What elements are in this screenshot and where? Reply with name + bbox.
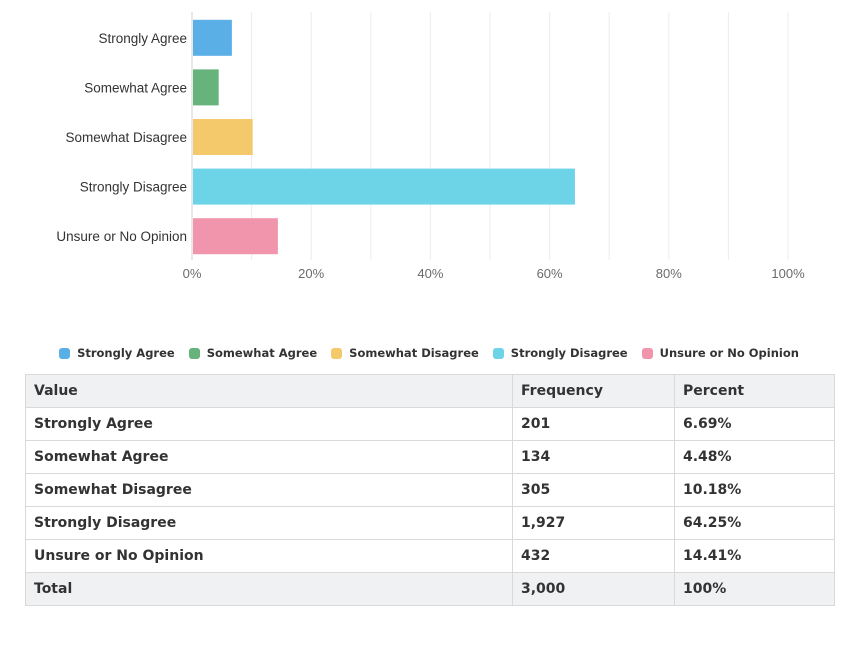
cell-percent: 10.18% [674,473,835,507]
table-row: Somewhat Agree 134 4.48% [25,440,835,474]
legend-item[interactable]: Somewhat Disagree [331,346,479,360]
cell-frequency: 305 [512,473,675,507]
cell-frequency: 432 [512,539,675,573]
legend-swatch [641,347,653,359]
frequency-table: Value Frequency Percent Strongly Agree 2… [25,374,835,606]
cell-value: Strongly Agree [25,407,513,441]
chart-x-tick-labels: 0% 20% 40% 60% 80% 100% [183,266,805,281]
category-label: Somewhat Disagree [65,130,187,145]
chart-gridlines [191,12,789,260]
legend-swatch [331,347,343,359]
table-row: Strongly Disagree 1,927 64.25% [25,506,835,540]
bar [193,19,232,56]
header-percent: Percent [674,374,835,408]
table-total-row: Total 3,000 100% [25,572,835,606]
x-tick-label: 100% [771,266,805,281]
x-tick-label: 40% [417,266,443,281]
x-tick-label: 60% [537,266,563,281]
legend-item[interactable]: Somewhat Agree [188,346,318,360]
legend-swatch [188,347,200,359]
bar [193,69,219,106]
legend-swatch [492,347,504,359]
bar [193,168,575,205]
category-label: Somewhat Agree [84,80,187,95]
x-tick-label: 0% [183,266,202,281]
cell-frequency: 1,927 [512,506,675,540]
cell-value: Somewhat Agree [25,440,513,474]
legend-label: Strongly Disagree [510,346,628,360]
header-value: Value [25,374,513,408]
chart-category-labels: Strongly Agree Somewhat Agree Somewhat Dis… [56,31,187,244]
chart-bars [193,19,575,255]
legend-label: Strongly Agree [77,346,175,360]
total-label: Total [25,572,513,606]
table-row: Unsure or No Opinion 432 14.41% [25,539,835,573]
cell-percent: 4.48% [674,440,835,474]
legend-item[interactable]: Strongly Disagree [492,346,628,360]
total-frequency: 3,000 [512,572,675,606]
category-label: Strongly Disagree [80,180,187,195]
table-row: Strongly Agree 201 6.69% [25,407,835,441]
cell-percent: 6.69% [674,407,835,441]
legend-label: Somewhat Disagree [349,346,479,360]
legend-label: Unsure or No Opinion [659,346,799,360]
cell-value: Unsure or No Opinion [25,539,513,573]
cell-percent: 64.25% [674,506,835,540]
bar-chart: Strongly Agree Somewhat Agree Somewhat Dis… [56,12,805,281]
x-tick-label: 80% [656,266,682,281]
x-tick-label: 20% [298,266,324,281]
cell-frequency: 201 [512,407,675,441]
table-row: Somewhat Disagree 305 10.18% [25,473,835,507]
cell-frequency: 134 [512,440,675,474]
category-label: Unsure or No Opinion [56,229,187,244]
cell-value: Somewhat Disagree [25,473,513,507]
header-frequency: Frequency [512,374,675,408]
total-percent: 100% [674,572,835,606]
legend-label: Somewhat Agree [206,346,318,360]
bar [193,218,278,255]
cell-value: Strongly Disagree [25,506,513,540]
chart-legend: Strongly Agree Somewhat Agree Somewhat D… [0,346,858,360]
bar [193,119,253,155]
cell-percent: 14.41% [674,539,835,573]
legend-swatch [59,347,71,359]
category-label: Strongly Agree [98,31,187,46]
table-header-row: Value Frequency Percent [25,374,835,408]
legend-item[interactable]: Unsure or No Opinion [641,346,799,360]
legend-item[interactable]: Strongly Agree [59,346,175,360]
